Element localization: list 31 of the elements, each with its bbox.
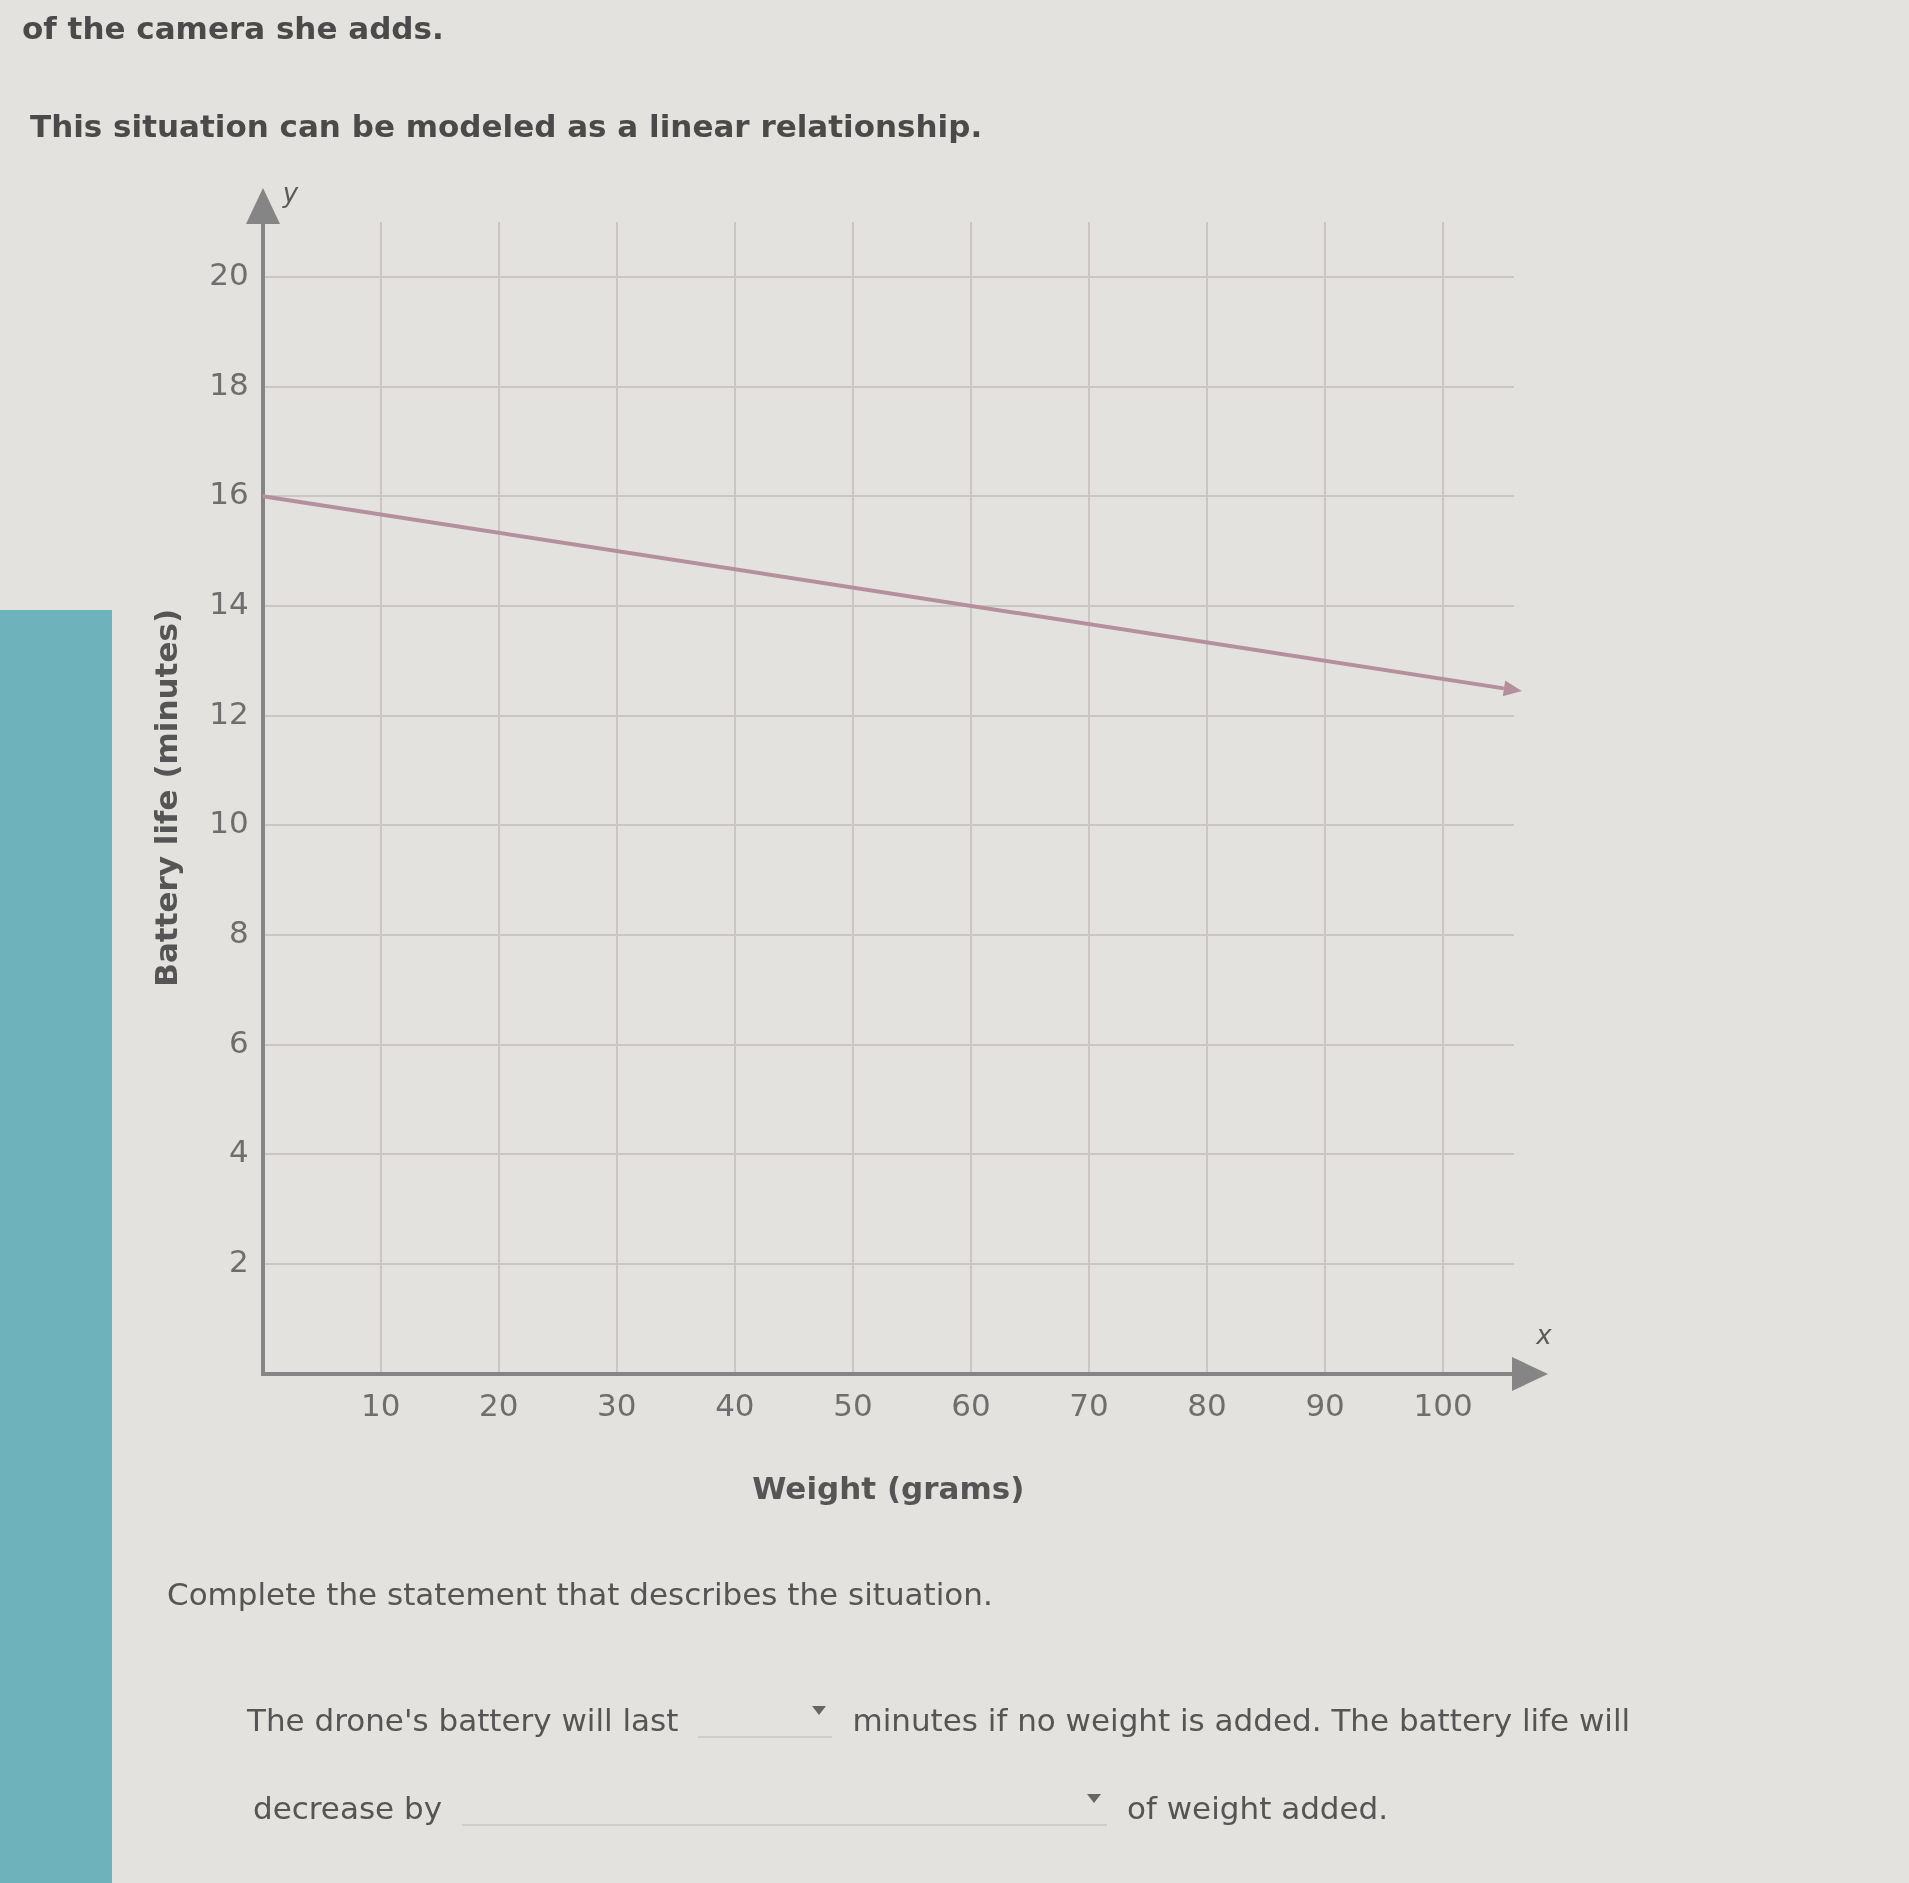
- x-tick-label: 20: [479, 1387, 519, 1424]
- text: y: [281, 178, 299, 208]
- text: This situation can be modeled as a linear relationship.: [30, 108, 983, 144]
- y-tick-label: 12: [209, 694, 249, 731]
- x-tick-label: 10: [360, 1387, 401, 1424]
- x-tick-label: 70: [1069, 1387, 1109, 1424]
- text: The drone's battery will last: [247, 1702, 679, 1738]
- y-tick-label: 16: [209, 475, 249, 512]
- x-axis-title: Weight (grams): [752, 1470, 1025, 1507]
- x-tick-label: 40: [715, 1387, 755, 1424]
- x-tick-label: 60: [951, 1387, 991, 1424]
- y-tick-label: 10: [209, 804, 249, 841]
- y-tick-label: 8: [228, 913, 249, 950]
- y-tick-label: 4: [228, 1133, 249, 1170]
- text: of weight added.: [1127, 1790, 1389, 1826]
- y-tick-label: 6: [228, 1023, 249, 1060]
- text: x: [1535, 1319, 1553, 1350]
- x-tick-label: 50: [833, 1387, 873, 1424]
- y-tick-label: 18: [209, 365, 249, 402]
- x-tick-label: 100: [1413, 1387, 1473, 1424]
- x-tick-label: 90: [1305, 1387, 1345, 1424]
- y-tick-label: 14: [209, 584, 249, 621]
- text: of the camera she adds.: [22, 10, 444, 46]
- text: decrease by: [253, 1790, 443, 1826]
- y-tick-label: 2: [228, 1242, 249, 1279]
- text: minutes if no weight is added. The battery life will: [852, 1702, 1631, 1738]
- text: Complete the statement that describes the situation.: [167, 1576, 993, 1612]
- y-axis-title: Battery life (minutes): [147, 608, 184, 987]
- y-tick-label: 20: [209, 255, 249, 292]
- x-tick-label: 30: [597, 1387, 637, 1424]
- x-tick-label: 80: [1187, 1387, 1227, 1424]
